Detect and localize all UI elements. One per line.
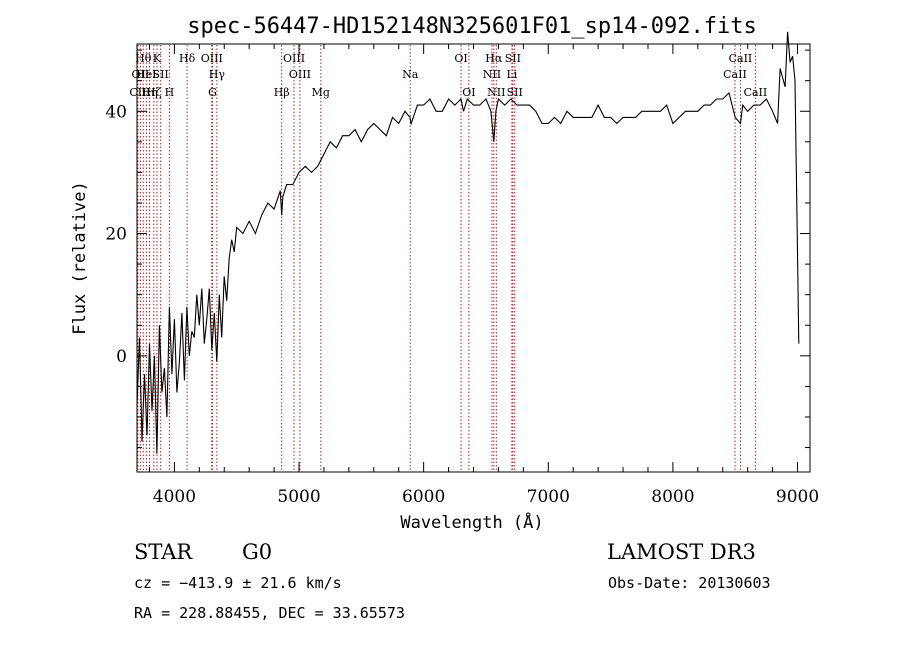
annotation-2: Hθ <box>135 52 152 65</box>
annotation-10: OIII <box>201 52 223 65</box>
y-axis-ticks: 0 20 40 <box>105 49 810 449</box>
x-tick-label-3: 7000 <box>527 487 570 507</box>
annotation-25: SII <box>507 86 523 99</box>
annotation-11: Hγ <box>209 68 226 81</box>
x-axis-ticks: 4000 5000 6000 7000 8000 9000 <box>148 44 819 507</box>
y-tick-label-0: 0 <box>116 347 127 367</box>
chart-title: spec-56447-HD152148N325601F01_sp14-092.f… <box>187 14 757 39</box>
annotation-14: OIII <box>289 68 311 81</box>
annotation-6: K <box>153 52 162 65</box>
x-tick-label-1: 5000 <box>277 487 320 507</box>
annotation-19: OI <box>462 86 475 99</box>
annotation-28: CaII <box>744 86 768 99</box>
annotation-20: Hα <box>485 52 503 65</box>
annotation-8: H <box>165 86 175 99</box>
x-axis-label: Wavelength (Å) <box>400 511 543 533</box>
annotation-27: CaII <box>723 68 747 81</box>
spectrum-series-line <box>136 31 800 454</box>
annotation-23: SII <box>505 52 521 65</box>
annotation-7: SII <box>153 68 169 81</box>
line-markers <box>137 45 756 471</box>
annotation-26: CaII <box>729 52 753 65</box>
x-tick-label-5: 9000 <box>776 487 819 507</box>
annotation-16: Mg <box>312 86 330 99</box>
annotation-5: Hζ <box>146 86 162 99</box>
observation-date: Obs-Date: 20130603 <box>608 574 771 592</box>
x-tick-label-4: 8000 <box>651 487 694 507</box>
annotation-13: OIII <box>283 52 305 65</box>
annotation-21: NII <box>483 68 501 81</box>
annotation-24: Li <box>506 68 517 81</box>
object-subclass: G0 <box>242 540 273 564</box>
annotation-18: OI <box>454 52 467 65</box>
annotation-1: OII <box>132 68 150 81</box>
annotation-4: Hη <box>141 86 157 99</box>
redshift-value: cz = −413.9 ± 21.6 km/s <box>134 574 342 592</box>
coordinates: RA = 228.88455, DEC = 33.65573 <box>134 604 405 622</box>
y-tick-label-1: 20 <box>105 225 127 245</box>
annotation-9: Hδ <box>179 52 196 65</box>
annotation-12: G <box>208 86 217 99</box>
annotation-22: NII <box>487 86 505 99</box>
survey-name: LAMOST DR3 <box>607 540 756 564</box>
y-tick-label-2: 40 <box>105 102 127 122</box>
annotation-3: HeI <box>136 68 156 81</box>
x-tick-label-0: 4000 <box>153 487 196 507</box>
y-axis-label: Flux (relative) <box>70 181 90 335</box>
annotation-17: Na <box>402 68 419 81</box>
x-tick-label-2: 6000 <box>402 487 445 507</box>
annotation-15: Hβ <box>274 86 290 99</box>
object-class: STAR <box>134 540 193 564</box>
plot-frame <box>136 43 811 473</box>
annotation-0: CII <box>129 86 146 99</box>
